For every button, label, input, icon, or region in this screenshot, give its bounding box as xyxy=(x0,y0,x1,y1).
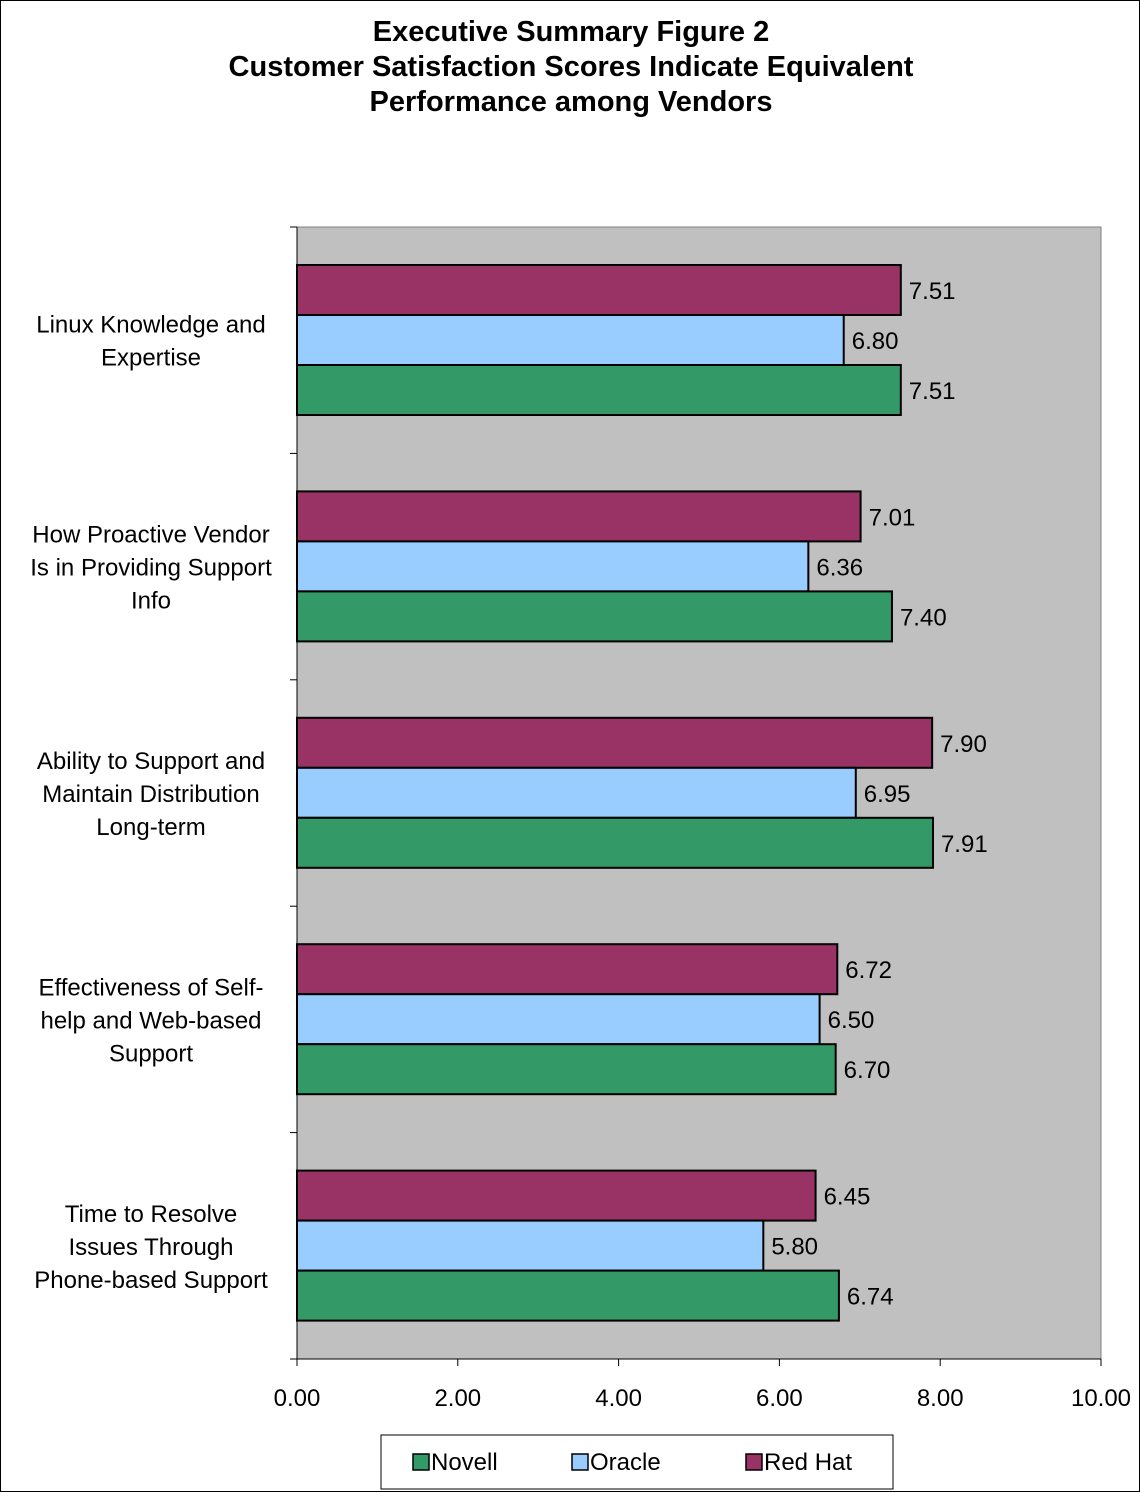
bar-red-hat-0 xyxy=(296,264,902,316)
legend-label: Red Hat xyxy=(764,1449,852,1476)
bar-red-hat-4 xyxy=(296,1169,817,1222)
category-label: Maintain Distribution xyxy=(42,781,259,808)
legend-label: Novell xyxy=(431,1449,498,1476)
x-tick-label: 6.00 xyxy=(756,1385,803,1412)
bar-novell-1 xyxy=(296,590,893,643)
data-label: 7.40 xyxy=(900,604,947,631)
data-label: 6.70 xyxy=(844,1057,891,1084)
x-tick-label: 2.00 xyxy=(434,1385,481,1412)
data-label: 7.91 xyxy=(941,831,988,858)
category-label: Issues Through xyxy=(69,1234,234,1261)
legend-swatch-red-hat xyxy=(745,1453,763,1471)
category-label: Expertise xyxy=(101,345,201,372)
category-label: Phone-based Support xyxy=(34,1267,268,1294)
chart-title-line-2: Customer Satisfaction Scores Indicate Eq… xyxy=(228,51,914,83)
legend-box xyxy=(380,1434,894,1490)
category-label: Effectiveness of Self- xyxy=(39,974,264,1001)
x-tick-label: 0.00 xyxy=(274,1385,321,1412)
chart-title-line-1: Executive Summary Figure 2 xyxy=(372,16,770,48)
category-label: Support xyxy=(109,1040,193,1067)
category-label: How Proactive Vendor xyxy=(32,522,269,549)
data-label: 7.51 xyxy=(909,278,956,305)
data-label: 7.51 xyxy=(909,378,956,405)
category-label: Ability to Support and xyxy=(37,748,265,775)
bar-oracle-3 xyxy=(296,993,821,1046)
bar-novell-4 xyxy=(296,1269,840,1322)
category-label: Time to Resolve xyxy=(65,1201,238,1228)
data-label: 6.80 xyxy=(852,328,899,355)
category-label: Long-term xyxy=(96,814,205,841)
bar-novell-2 xyxy=(296,816,934,869)
bar-red-hat-1 xyxy=(296,490,862,543)
category-label: Is in Providing Support xyxy=(30,555,272,582)
data-label: 5.80 xyxy=(771,1234,818,1261)
data-label: 6.72 xyxy=(845,957,892,984)
category-label: Linux Knowledge and xyxy=(36,312,266,339)
data-label: 6.45 xyxy=(824,1184,871,1211)
data-label: 6.74 xyxy=(847,1284,894,1311)
bar-oracle-4 xyxy=(296,1219,765,1272)
legend-swatch-oracle xyxy=(571,1453,589,1471)
chart-title-line-3: Performance among Vendors xyxy=(369,86,773,118)
legend-label: Oracle xyxy=(590,1449,661,1476)
legend-swatch-novell xyxy=(412,1453,430,1471)
bar-oracle-0 xyxy=(296,314,845,366)
data-label: 6.50 xyxy=(828,1007,875,1034)
x-tick-label: 10.00 xyxy=(1071,1385,1131,1412)
category-label: help and Web-based xyxy=(40,1007,261,1034)
bar-oracle-2 xyxy=(296,766,857,819)
bar-red-hat-2 xyxy=(296,716,934,769)
bar-red-hat-3 xyxy=(296,943,839,996)
bar-novell-0 xyxy=(296,364,902,416)
x-tick-label: 4.00 xyxy=(595,1385,642,1412)
x-tick-label: 8.00 xyxy=(917,1385,964,1412)
chart-title: Executive Summary Figure 2 Customer Sati… xyxy=(1,15,1140,120)
data-label: 7.90 xyxy=(940,731,987,758)
data-label: 6.95 xyxy=(864,781,911,808)
data-label: 7.01 xyxy=(869,504,916,531)
data-label: 6.36 xyxy=(816,554,863,581)
bar-oracle-1 xyxy=(296,540,810,593)
bar-novell-3 xyxy=(296,1043,837,1096)
category-label: Info xyxy=(131,588,171,615)
